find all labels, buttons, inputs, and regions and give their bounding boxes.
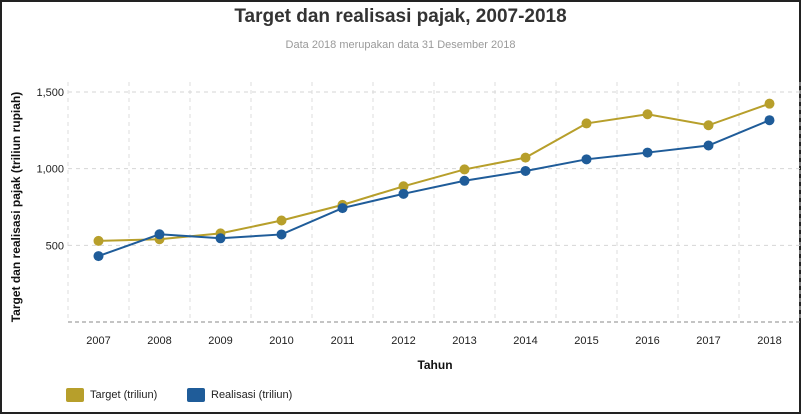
data-point-target <box>93 235 104 246</box>
data-point-realisasi <box>459 175 470 186</box>
data-point-target <box>703 120 714 131</box>
legend-swatch-target <box>66 388 84 402</box>
y-tick-label: 1,000 <box>36 164 64 176</box>
data-point-realisasi <box>520 165 531 176</box>
y-tick-label: 500 <box>46 240 64 252</box>
x-tick-label: 2016 <box>635 335 659 347</box>
y-axis-label: Target dan realisasi pajak (triliun rupi… <box>9 91 23 323</box>
legend-item-target[interactable]: Target (triliun) <box>66 388 157 402</box>
x-tick-label: 2014 <box>513 335 537 347</box>
x-axis-label: Tahun <box>417 358 453 372</box>
data-point-target <box>459 164 470 175</box>
data-point-target <box>642 109 653 120</box>
x-tick-label: 2009 <box>208 335 232 347</box>
data-point-target <box>520 152 531 163</box>
x-tick-label: 2013 <box>452 335 476 347</box>
series-line-target <box>98 102 770 242</box>
y-tick-label: 1,500 <box>36 87 64 99</box>
data-point-realisasi <box>93 251 104 262</box>
x-tick-label: 2011 <box>331 335 355 347</box>
data-point-realisasi <box>703 140 714 151</box>
data-point-realisasi <box>276 229 287 240</box>
data-point-realisasi <box>398 188 409 199</box>
legend-label-realisasi: Realisasi (triliun) <box>211 389 293 401</box>
data-point-target <box>398 181 409 192</box>
data-point-target <box>764 98 775 109</box>
legend-item-realisasi[interactable]: Realisasi (triliun) <box>187 388 292 402</box>
series-line-realisasi <box>98 119 770 258</box>
legend-label-target: Target (triliun) <box>90 389 158 401</box>
x-tick-label: 2012 <box>391 335 415 347</box>
data-point-realisasi <box>581 154 592 165</box>
chart-subtitle: Data 2018 merupakan data 31 Desember 201… <box>285 39 516 51</box>
legend-swatch-realisasi <box>187 388 205 402</box>
data-point-realisasi <box>642 147 653 158</box>
data-point-target <box>276 215 287 226</box>
x-tick-label: 2010 <box>269 335 293 347</box>
data-point-realisasi <box>337 203 348 214</box>
x-tick-label: 2018 <box>757 335 781 347</box>
x-tick-label: 2007 <box>86 335 110 347</box>
x-tick-label: 2017 <box>696 335 720 347</box>
data-point-realisasi <box>215 233 226 244</box>
chart-title: Target dan realisasi pajak, 2007-2018 <box>234 6 567 27</box>
x-tick-label: 2015 <box>574 335 598 347</box>
x-tick-label: 2008 <box>147 335 171 347</box>
data-point-target <box>581 118 592 129</box>
data-point-realisasi <box>154 229 165 240</box>
data-point-realisasi <box>764 115 775 126</box>
